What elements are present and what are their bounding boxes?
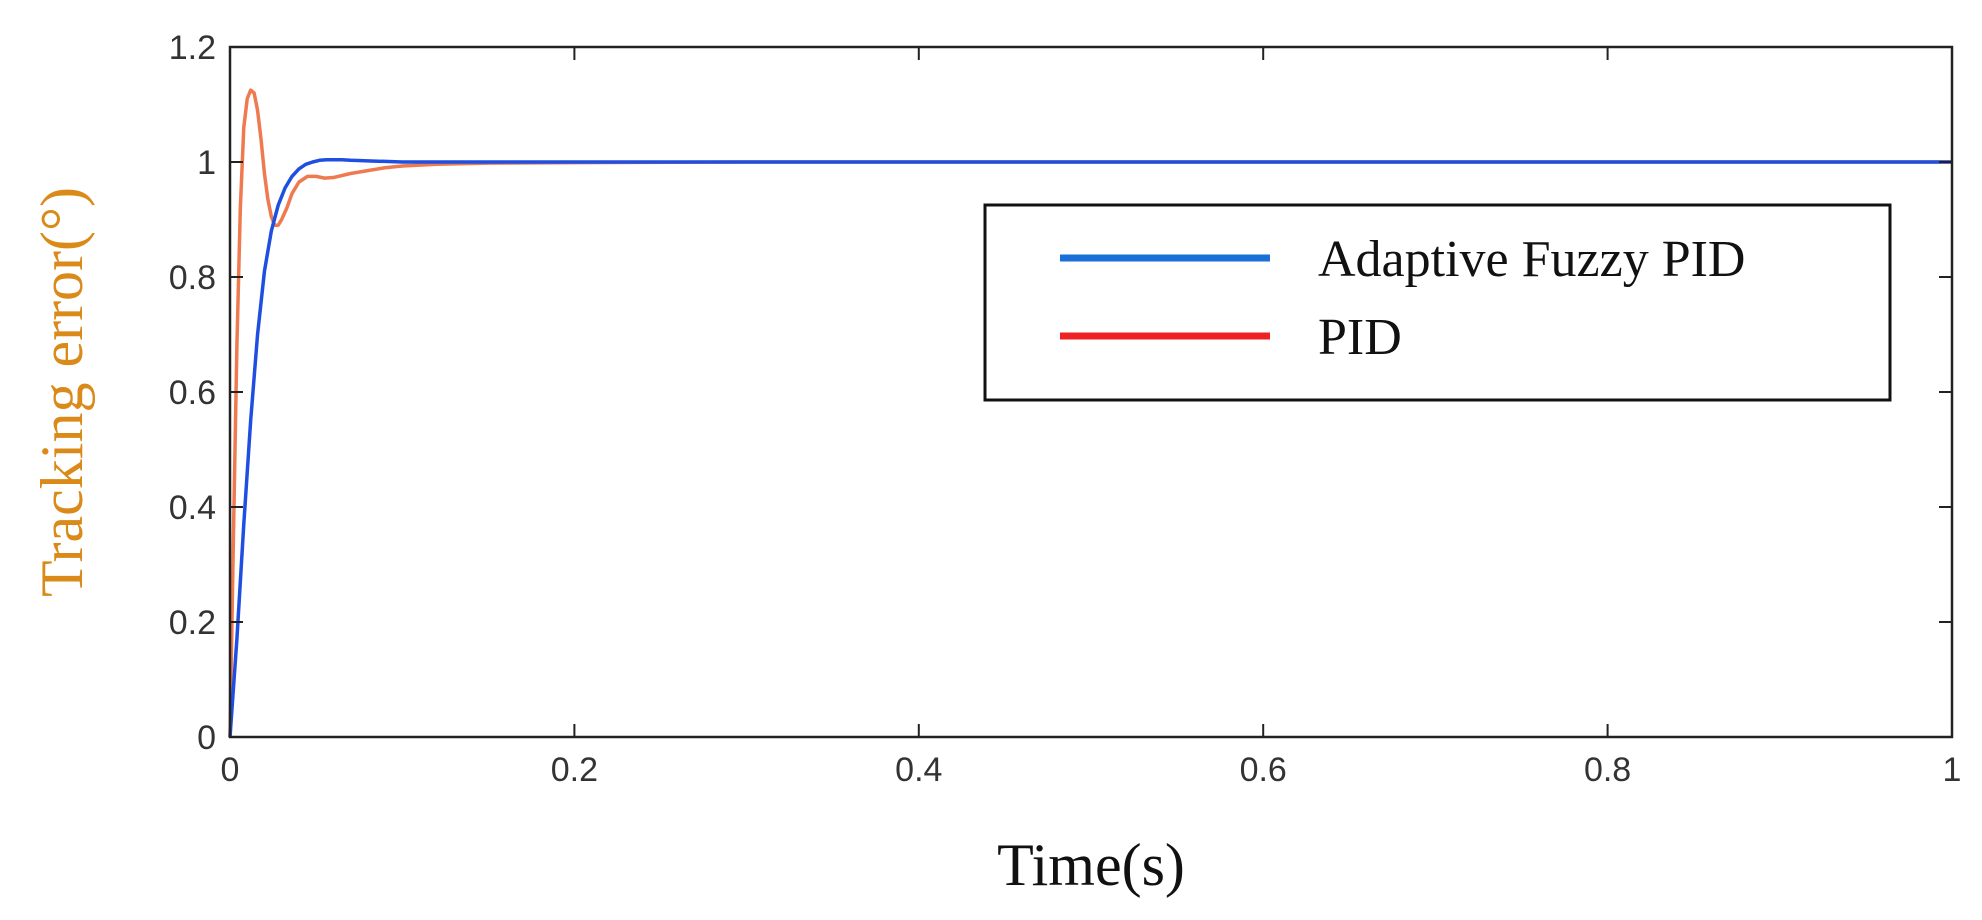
- y-tick-label: 0.4: [169, 489, 216, 527]
- legend: Adaptive Fuzzy PID PID: [983, 203, 1892, 402]
- x-tick-label: 1: [1943, 751, 1962, 789]
- y-tick-label: 0.8: [169, 259, 216, 297]
- legend-box: [983, 203, 1892, 402]
- tick-labels-layer: 0 0.2 0.4 0.6 0.8 1 0 0.2 0.4 0.6 0.8 1 1.2: [169, 29, 1962, 789]
- x-tick-label: 0.8: [1584, 751, 1631, 789]
- ticks-layer: [229, 46, 1953, 738]
- y-tick-label: 0: [197, 719, 216, 757]
- legend-label-pid: PID: [1318, 309, 1402, 366]
- y-tick-label: 1: [197, 144, 216, 182]
- series-layer: [228, 88, 1952, 738]
- series-line-adaptive-fuzzy-pid: [228, 157, 1952, 738]
- x-tick-label: 0.2: [551, 751, 598, 789]
- y-tick-label: 0.6: [169, 374, 216, 412]
- x-axis-title: Time(s): [997, 832, 1185, 898]
- x-tick-label: 0.6: [1240, 751, 1287, 789]
- x-tick-label: 0: [221, 751, 240, 789]
- y-tick-label: 1.2: [169, 29, 216, 67]
- y-axis-title: Tracking error(°): [29, 187, 95, 597]
- legend-label-adaptive-fuzzy-pid: Adaptive Fuzzy PID: [1318, 231, 1745, 288]
- x-tick-label: 0.4: [895, 751, 942, 789]
- y-tick-label: 0.2: [169, 604, 216, 642]
